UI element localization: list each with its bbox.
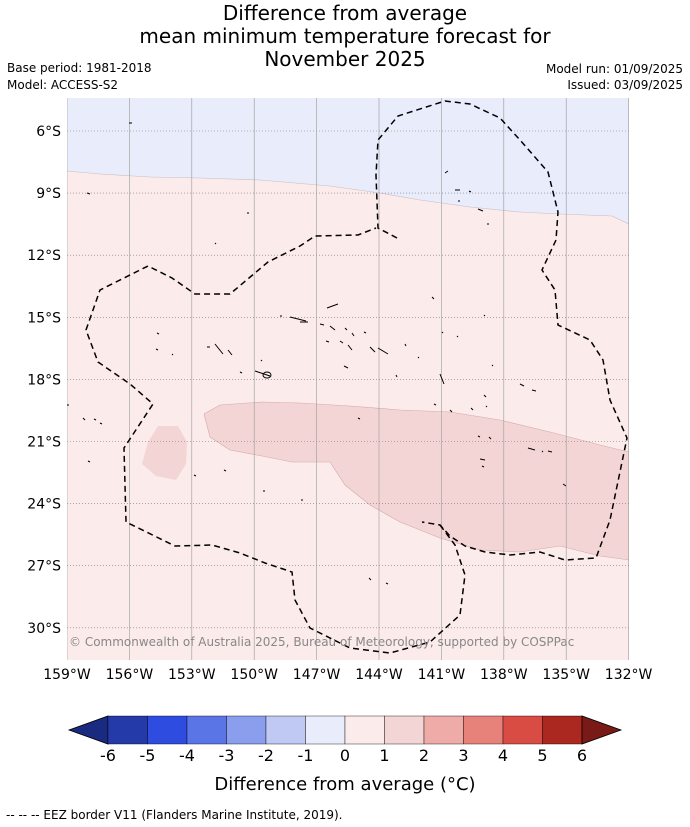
longitude-labels: 159°W 156°W 153°W 150°W 147°W 144°W 141°W 138°W… (43, 667, 652, 683)
colorbar-swatch (423, 715, 464, 745)
lat-label: 30°S (27, 621, 61, 637)
lon-label: 150°W (230, 667, 278, 683)
gridlines (67, 98, 629, 660)
copyright-text: © Commonwealth of Australia 2025, Bureau… (69, 635, 574, 649)
lon-label: 159°W (43, 667, 91, 683)
colorbar-tick-label: -1 (298, 746, 314, 765)
colorbar-swatch (186, 715, 227, 745)
colorbar-swatch (463, 715, 504, 745)
colorbar-swatch (107, 715, 148, 745)
colorbar-tick-label: 4 (498, 746, 508, 765)
colorbar-tick-label: 2 (419, 746, 429, 765)
lon-label: 132°W (605, 667, 653, 683)
colorbar-tick-label: 3 (458, 746, 468, 765)
colorbar-underflow-arrow (67, 715, 109, 745)
lon-label: 153°W (168, 667, 216, 683)
contour-line-1 (203, 401, 629, 561)
lat-label: 6°S (36, 124, 61, 140)
colorbar-swatch (305, 715, 346, 745)
colorbar-tick-label: -3 (219, 746, 235, 765)
colorbar-tick-label: -2 (258, 746, 274, 765)
lat-label: 27°S (27, 559, 61, 575)
model-text: Model: ACCESS-S2 (7, 78, 119, 92)
title-line-3: November 2025 (264, 47, 426, 71)
lat-label: 12°S (27, 248, 61, 264)
lat-label: 15°S (27, 310, 61, 326)
colorbar-tick-label: 1 (379, 746, 389, 765)
lon-label: 135°W (542, 667, 590, 683)
lon-label: 144°W (355, 667, 403, 683)
lon-label: 141°W (418, 667, 466, 683)
title-line-1: Difference from average (222, 1, 468, 25)
eez-border-west (85, 227, 466, 654)
colorbar-overflow-arrow (581, 715, 623, 745)
colorbar (67, 715, 623, 745)
lat-label: 21°S (27, 435, 61, 451)
colorbar-swatch (147, 715, 188, 745)
lat-label: 18°S (27, 372, 61, 388)
lat-label: 9°S (36, 186, 61, 202)
base-period-text: Base period: 1981-2018 (7, 61, 152, 75)
colorbar-tick-label: -5 (140, 746, 156, 765)
colorbar-swatch (344, 715, 385, 745)
anomaly-band-1-2-west (142, 426, 187, 480)
eez-border-east (375, 100, 628, 561)
colorbar-tick-labels: -6 -5 -4 -3 -2 -1 0 1 2 3 4 5 6 (100, 746, 587, 765)
colorbar-label: Difference from average (°C) (214, 774, 475, 795)
lat-label: 24°S (27, 497, 61, 513)
lon-label: 156°W (106, 667, 154, 683)
anomaly-band-minus1-0 (67, 98, 629, 224)
colorbar-swatch (226, 715, 267, 745)
colorbar-swatch (384, 715, 425, 745)
eez-legend-text: -- -- -- EEZ border V11 (Flanders Marine… (6, 808, 343, 822)
lon-label: 138°W (480, 667, 528, 683)
model-run-text: Model run: 01/09/2025 (545, 62, 683, 76)
colorbar-tick-label: -4 (179, 746, 195, 765)
latitude-labels: 6°S 9°S 12°S 15°S 18°S 21°S 24°S 27°S 30°S (27, 124, 61, 637)
colorbar-swatch (502, 715, 543, 745)
colorbar-tick-label: 6 (577, 746, 587, 765)
issued-text: Issued: 03/09/2025 (567, 78, 683, 92)
colorbar-tick-label: 5 (537, 746, 547, 765)
colorbar-tick-label: 0 (340, 746, 350, 765)
colorbar-swatch (542, 715, 583, 745)
colorbar-tick-label: -6 (100, 746, 116, 765)
lon-label: 147°W (293, 667, 341, 683)
title-line-2: mean minimum temperature forecast for (139, 24, 551, 48)
islands (67, 122, 567, 585)
map-area: © Commonwealth of Australia 2025, Bureau… (67, 98, 629, 660)
colorbar-swatch (265, 715, 306, 745)
